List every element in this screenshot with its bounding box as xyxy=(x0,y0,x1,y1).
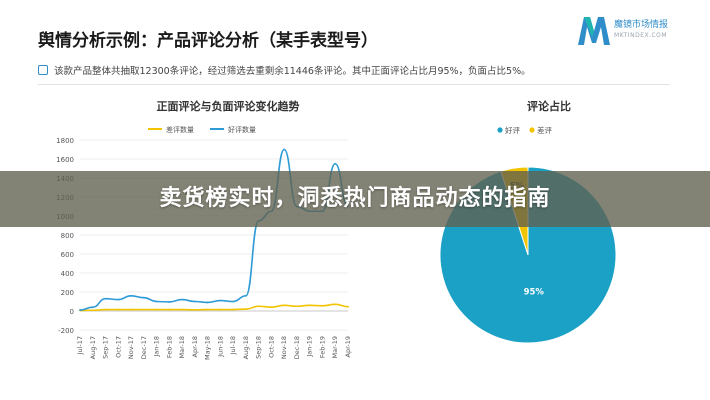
data-point-1-11 xyxy=(219,299,222,302)
x-tick-label: Jan-19 xyxy=(306,336,314,358)
data-point-1-10 xyxy=(206,301,209,304)
data-point-1-7 xyxy=(168,301,171,303)
y-tick-label: 800 xyxy=(61,232,74,240)
y-tick-label: 200 xyxy=(61,289,74,297)
data-point-1-20 xyxy=(334,162,337,165)
data-point-0-19 xyxy=(321,304,324,307)
x-tick-label: Oct-18 xyxy=(267,336,275,358)
x-tick-label: Dec-17 xyxy=(140,336,148,359)
x-tick-label: Mar-19 xyxy=(331,336,339,358)
data-point-0-4 xyxy=(130,308,132,311)
logo-name: 魔镜市场情报 xyxy=(614,20,669,30)
y-tick-label: 0 xyxy=(70,308,74,316)
pie-legend-swatch-1 xyxy=(529,127,535,133)
x-tick-label: Sep-18 xyxy=(255,336,263,359)
pie-legend-label-1: 差评 xyxy=(537,125,552,135)
legend-label-1: 好评数量 xyxy=(228,125,256,134)
data-point-0-6 xyxy=(155,308,158,311)
data-point-0-16 xyxy=(283,304,286,307)
y-tick-label: 600 xyxy=(61,251,74,259)
data-point-0-3 xyxy=(117,308,120,311)
x-tick-label: May-18 xyxy=(204,336,212,360)
trend-line-chart: 差评数量好评数量-2000200400600800100012001400160… xyxy=(56,125,352,360)
series-line-0 xyxy=(79,303,349,312)
x-tick-label: Sep-17 xyxy=(102,336,110,359)
data-point-0-8 xyxy=(181,308,183,311)
pie-legend-swatch-0 xyxy=(497,127,503,133)
data-point-1-8 xyxy=(181,298,183,301)
data-point-1-16 xyxy=(283,148,286,151)
data-point-0-21 xyxy=(347,305,349,308)
x-tick-label: Jul-18 xyxy=(229,336,237,355)
data-point-1-13 xyxy=(245,294,247,297)
x-tick-label: Mar-18 xyxy=(178,336,186,358)
page-title: 舆情分析示例：产品评论分析（某手表型号） xyxy=(38,31,378,51)
y-tick-label: 1600 xyxy=(56,156,74,164)
data-point-1-12 xyxy=(232,300,235,303)
x-tick-label: Nov-17 xyxy=(127,336,135,359)
x-tick-label: Apr-18 xyxy=(191,336,199,357)
data-point-1-1 xyxy=(91,306,94,309)
data-point-0-15 xyxy=(270,306,273,309)
data-point-0-2 xyxy=(104,308,107,311)
data-point-0-13 xyxy=(245,308,247,310)
data-point-1-4 xyxy=(130,294,132,297)
data-point-0-10 xyxy=(206,308,209,311)
x-tick-label: Feb-18 xyxy=(165,336,173,358)
x-tick-label: Jun-18 xyxy=(216,336,224,358)
logo-icon xyxy=(578,17,610,45)
banner-text: 卖货榜实时，洞悉热门商品动态的指南 xyxy=(159,186,551,211)
x-tick-label: Oct-17 xyxy=(114,336,122,358)
trend-chart-title: 正面评论与负面评论变化趋势 xyxy=(156,100,300,113)
data-point-0-12 xyxy=(232,308,235,311)
data-point-1-3 xyxy=(117,298,120,301)
data-point-1-0 xyxy=(79,309,81,311)
x-tick-label: Aug-17 xyxy=(89,336,97,359)
data-point-0-7 xyxy=(168,308,171,311)
y-tick-label: 1800 xyxy=(56,137,74,145)
summary-label: 该款产品整体共抽取12300条评论，经过筛选去重剩余11446条评论。其中正面评… xyxy=(54,66,531,77)
data-point-0-17 xyxy=(296,305,298,308)
data-point-0-5 xyxy=(142,308,145,311)
x-tick-label: Apr-19 xyxy=(344,336,352,357)
trend-chart-panel: 正面评论与负面评论变化趋势 差评数量 好评数量 -200 0 200 400 600 800 1… xyxy=(38,90,418,380)
pie-value-label-0: 95% xyxy=(524,288,545,298)
data-point-0-14 xyxy=(257,305,260,308)
share-chart-panel: 评论占比 好评差评5%95% xyxy=(428,90,670,380)
data-point-0-18 xyxy=(308,304,311,307)
y-tick-label: 400 xyxy=(61,270,74,278)
data-point-1-9 xyxy=(193,300,196,303)
y-tick-label: -200 xyxy=(58,327,74,335)
divider xyxy=(38,84,670,85)
share-pie-chart: 好评差评5%95% xyxy=(439,125,617,344)
legend-label-0: 差评数量 xyxy=(166,125,194,134)
data-point-0-20 xyxy=(334,303,337,306)
data-point-0-11 xyxy=(219,308,222,311)
note-icon xyxy=(38,65,48,75)
data-point-1-6 xyxy=(155,300,158,303)
pie-legend-label-0: 好评 xyxy=(505,125,520,135)
logo-subtitle: MKTINDEX.COM xyxy=(614,32,668,39)
x-tick-label: Nov-18 xyxy=(280,336,288,359)
data-point-0-9 xyxy=(193,308,196,311)
summary-text: 该款产品整体共抽取12300条评论，经过筛选去重剩余11446条评论。其中正面评… xyxy=(38,63,531,77)
banner-backdrop xyxy=(0,171,710,227)
data-point-1-2 xyxy=(104,297,107,300)
share-chart-title: 评论占比 xyxy=(527,100,571,113)
data-point-1-5 xyxy=(142,296,145,299)
x-tick-label: Feb-19 xyxy=(318,336,326,358)
data-point-0-1 xyxy=(91,309,94,312)
x-tick-label: Jul-17 xyxy=(76,336,84,355)
x-tick-label: Dec-18 xyxy=(293,336,301,359)
x-tick-label: Jan-18 xyxy=(153,336,161,358)
x-tick-label: Aug-18 xyxy=(242,336,250,359)
